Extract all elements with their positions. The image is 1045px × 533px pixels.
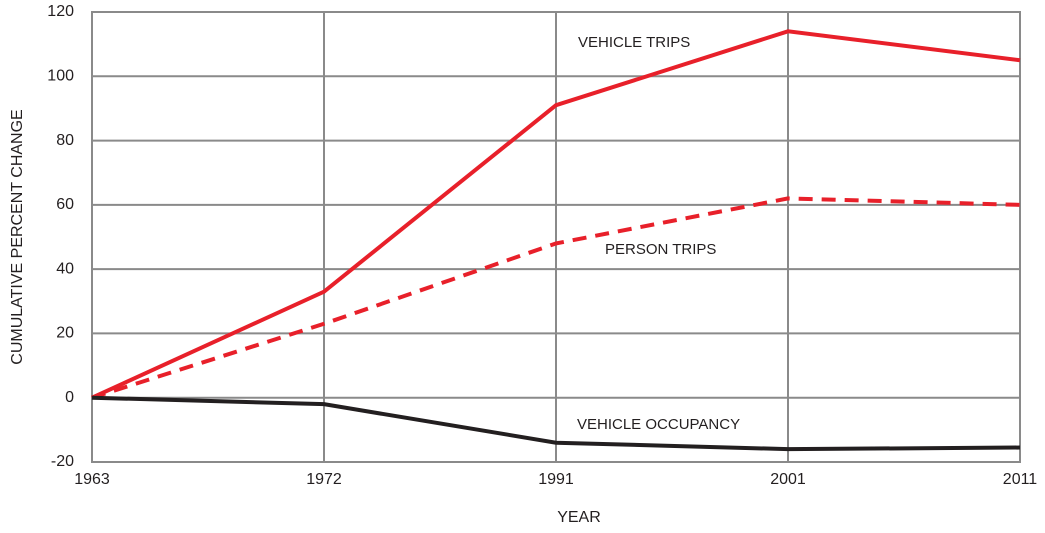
x-tick-label: 1991: [538, 471, 574, 488]
series-line: [91, 29, 1021, 400]
x-tick-label: 2011: [1003, 471, 1038, 488]
x-tick-label: 1972: [306, 471, 342, 488]
y-tick-label: 80: [56, 132, 74, 149]
y-tick-label: 120: [47, 3, 74, 20]
x-tick-label: 1963: [74, 471, 110, 488]
series-label: PERSON TRIPS: [605, 241, 716, 258]
series-label: VEHICLE TRIPS: [578, 34, 690, 51]
y-tick-label: 100: [47, 68, 74, 85]
y-axis-label: CUMULATIVE PERCENT CHANGE: [9, 109, 26, 364]
plot-border: [91, 11, 1021, 463]
x-axis-label: YEAR: [557, 509, 601, 526]
y-tick-label: 60: [56, 196, 74, 213]
y-tick-label: -20: [51, 453, 74, 470]
x-tick-label: 2001: [770, 471, 806, 488]
series-line: [91, 395, 1021, 452]
y-tick-label: 40: [56, 260, 74, 277]
series-line: [91, 196, 1021, 400]
y-tick-label: 0: [65, 389, 74, 406]
series-label: VEHICLE OCCUPANCY: [577, 416, 740, 433]
y-tick-label: 20: [56, 325, 74, 342]
